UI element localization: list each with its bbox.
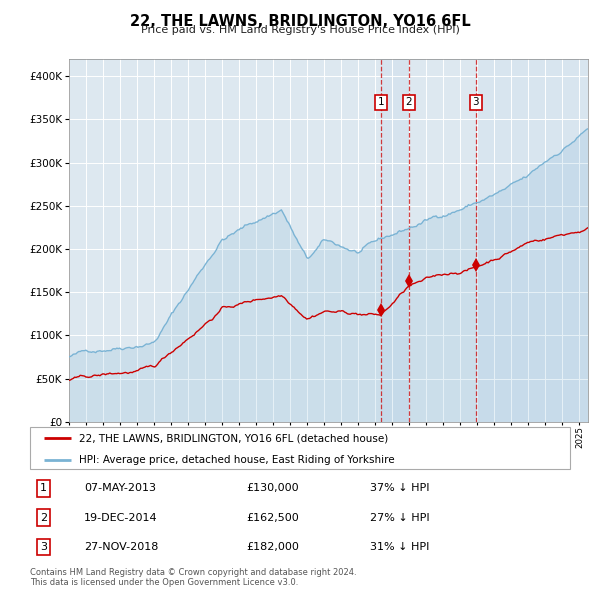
Text: 19-DEC-2014: 19-DEC-2014 bbox=[84, 513, 158, 523]
Text: 27% ↓ HPI: 27% ↓ HPI bbox=[370, 513, 430, 523]
Text: Price paid vs. HM Land Registry's House Price Index (HPI): Price paid vs. HM Land Registry's House … bbox=[140, 25, 460, 35]
Text: HPI: Average price, detached house, East Riding of Yorkshire: HPI: Average price, detached house, East… bbox=[79, 455, 394, 465]
Text: £130,000: £130,000 bbox=[246, 483, 299, 493]
Text: Contains HM Land Registry data © Crown copyright and database right 2024.
This d: Contains HM Land Registry data © Crown c… bbox=[30, 568, 356, 587]
Bar bbox=[381, 59, 409, 422]
Text: 31% ↓ HPI: 31% ↓ HPI bbox=[370, 542, 430, 552]
Text: 3: 3 bbox=[40, 542, 47, 552]
Text: 2: 2 bbox=[406, 97, 412, 107]
Text: 27-NOV-2018: 27-NOV-2018 bbox=[84, 542, 158, 552]
Text: 22, THE LAWNS, BRIDLINGTON, YO16 6FL (detached house): 22, THE LAWNS, BRIDLINGTON, YO16 6FL (de… bbox=[79, 434, 388, 444]
Text: 22, THE LAWNS, BRIDLINGTON, YO16 6FL: 22, THE LAWNS, BRIDLINGTON, YO16 6FL bbox=[130, 14, 470, 29]
Text: 1: 1 bbox=[40, 483, 47, 493]
Text: 37% ↓ HPI: 37% ↓ HPI bbox=[370, 483, 430, 493]
Text: 07-MAY-2013: 07-MAY-2013 bbox=[84, 483, 156, 493]
Text: £162,500: £162,500 bbox=[246, 513, 299, 523]
Text: £182,000: £182,000 bbox=[246, 542, 299, 552]
Text: 1: 1 bbox=[378, 97, 385, 107]
Text: 2: 2 bbox=[40, 513, 47, 523]
Text: 3: 3 bbox=[472, 97, 479, 107]
FancyBboxPatch shape bbox=[30, 427, 570, 469]
Bar bbox=[476, 59, 588, 422]
